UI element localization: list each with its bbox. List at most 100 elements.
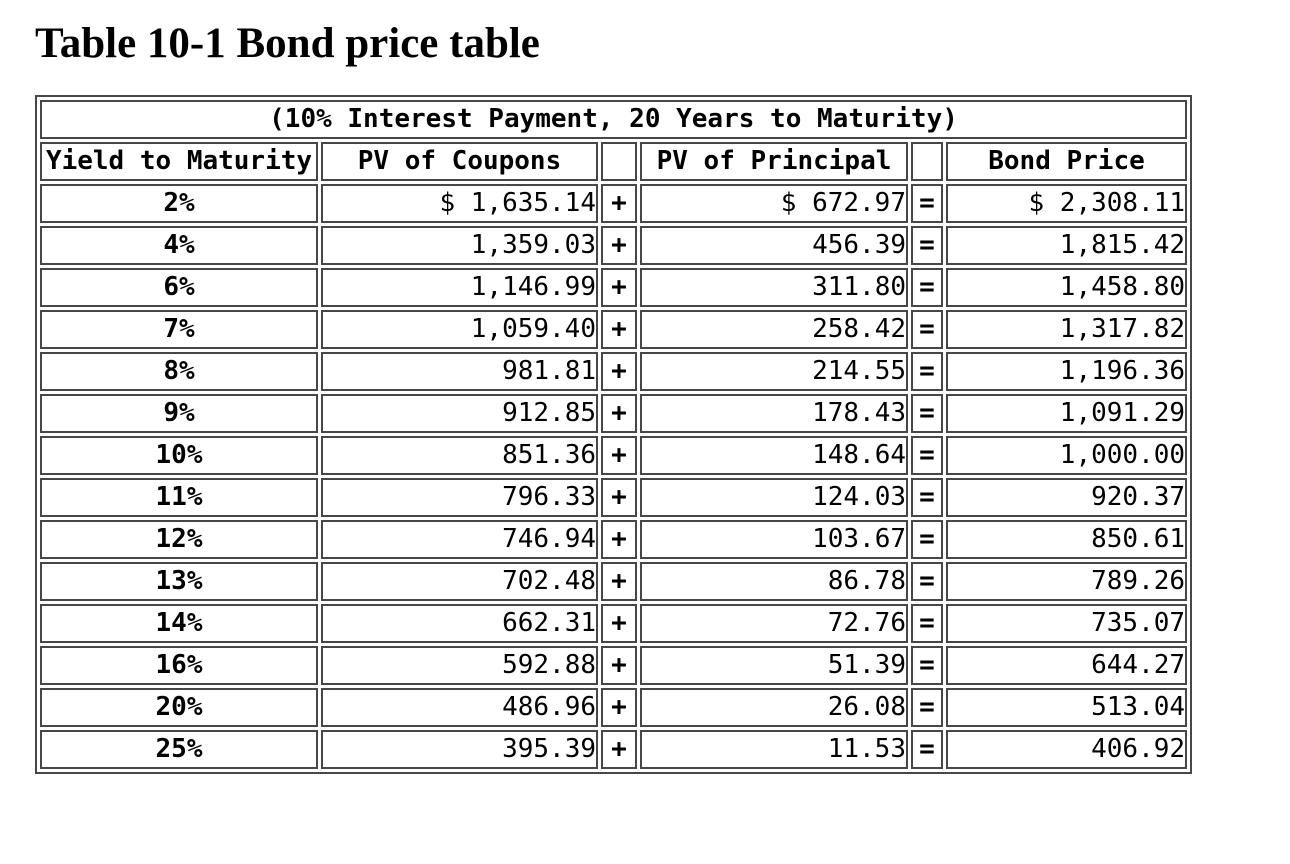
equals-operator: = (911, 478, 943, 518)
table-row: 6% 1,146.99 + 311.80 = 1,458.80 (40, 268, 1188, 308)
col-header-bond-price: Bond Price (946, 142, 1188, 182)
cell-bond-price: 406.92 (946, 730, 1188, 770)
equals-operator: = (911, 436, 943, 476)
cell-yield: 6% (40, 268, 318, 308)
plus-operator: + (601, 478, 637, 518)
cell-pv-principal: 86.78 (640, 562, 908, 602)
plus-operator: + (601, 394, 637, 434)
cell-pv-coupons: 1,146.99 (321, 268, 598, 308)
table-row: 4% 1,359.03 + 456.39 = 1,815.42 (40, 226, 1188, 266)
equals-operator: = (911, 688, 943, 728)
cell-pv-principal: 258.42 (640, 310, 908, 350)
table-caption: (10% Interest Payment, 20 Years to Matur… (40, 100, 1188, 140)
cell-pv-coupons: 981.81 (321, 352, 598, 392)
cell-yield: 16% (40, 646, 318, 686)
table-row: 7% 1,059.40 + 258.42 = 1,317.82 (40, 310, 1188, 350)
equals-operator: = (911, 226, 943, 266)
table-row: 20% 486.96 + 26.08 = 513.04 (40, 688, 1188, 728)
cell-pv-coupons: 486.96 (321, 688, 598, 728)
cell-pv-coupons: 851.36 (321, 436, 598, 476)
cell-bond-price: 1,091.29 (946, 394, 1188, 434)
cell-pv-coupons: 1,059.40 (321, 310, 598, 350)
spacer-cell (911, 142, 943, 182)
plus-operator: + (601, 688, 637, 728)
cell-pv-coupons: 592.88 (321, 646, 598, 686)
equals-operator: = (911, 268, 943, 308)
cell-yield: 7% (40, 310, 318, 350)
cell-pv-coupons: 912.85 (321, 394, 598, 434)
equals-operator: = (911, 730, 943, 770)
cell-pv-principal: 72.76 (640, 604, 908, 644)
plus-operator: + (601, 520, 637, 560)
cell-yield: 2% (40, 184, 318, 224)
cell-pv-principal: 456.39 (640, 226, 908, 266)
cell-pv-coupons: 796.33 (321, 478, 598, 518)
cell-yield: 12% (40, 520, 318, 560)
cell-yield: 14% (40, 604, 318, 644)
cell-bond-price: 920.37 (946, 478, 1188, 518)
cell-bond-price: 513.04 (946, 688, 1188, 728)
table-row: 14% 662.31 + 72.76 = 735.07 (40, 604, 1188, 644)
col-header-pv-of-principal: PV of Principal (640, 142, 908, 182)
equals-operator: = (911, 310, 943, 350)
plus-operator: + (601, 730, 637, 770)
table-row: 11% 796.33 + 124.03 = 920.37 (40, 478, 1188, 518)
table-row: 10% 851.36 + 148.64 = 1,000.00 (40, 436, 1188, 476)
cell-bond-price: 735.07 (946, 604, 1188, 644)
cell-pv-principal: 311.80 (640, 268, 908, 308)
plus-operator: + (601, 646, 637, 686)
cell-bond-price: 1,196.36 (946, 352, 1188, 392)
cell-pv-coupons: $ 1,635.14 (321, 184, 598, 224)
caption-row: (10% Interest Payment, 20 Years to Matur… (40, 100, 1188, 140)
cell-pv-coupons: 662.31 (321, 604, 598, 644)
table-row: 13% 702.48 + 86.78 = 789.26 (40, 562, 1188, 602)
equals-operator: = (911, 352, 943, 392)
header-row: Yield to Maturity PV of Coupons PV of Pr… (40, 142, 1188, 182)
cell-bond-price: $ 2,308.11 (946, 184, 1188, 224)
plus-operator: + (601, 562, 637, 602)
cell-pv-principal: 11.53 (640, 730, 908, 770)
cell-pv-principal: 148.64 (640, 436, 908, 476)
equals-operator: = (911, 184, 943, 224)
cell-pv-coupons: 746.94 (321, 520, 598, 560)
cell-yield: 10% (40, 436, 318, 476)
cell-pv-principal: 178.43 (640, 394, 908, 434)
cell-pv-coupons: 395.39 (321, 730, 598, 770)
cell-yield: 20% (40, 688, 318, 728)
table-row: 2% $ 1,635.14 + $ 672.97 = $ 2,308.11 (40, 184, 1188, 224)
cell-yield: 9% (40, 394, 318, 434)
cell-pv-principal: 26.08 (640, 688, 908, 728)
cell-bond-price: 1,458.80 (946, 268, 1188, 308)
table-row: 16% 592.88 + 51.39 = 644.27 (40, 646, 1188, 686)
table-row: 12% 746.94 + 103.67 = 850.61 (40, 520, 1188, 560)
col-header-pv-of-coupons: PV of Coupons (321, 142, 598, 182)
cell-yield: 11% (40, 478, 318, 518)
equals-operator: = (911, 520, 943, 560)
table-row: 8% 981.81 + 214.55 = 1,196.36 (40, 352, 1188, 392)
cell-pv-principal: 124.03 (640, 478, 908, 518)
cell-bond-price: 789.26 (946, 562, 1188, 602)
equals-operator: = (911, 604, 943, 644)
plus-operator: + (601, 604, 637, 644)
cell-yield: 8% (40, 352, 318, 392)
cell-bond-price: 850.61 (946, 520, 1188, 560)
table-row: 25% 395.39 + 11.53 = 406.92 (40, 730, 1188, 770)
cell-pv-principal: 214.55 (640, 352, 908, 392)
spacer-cell (601, 142, 637, 182)
bond-price-table: (10% Interest Payment, 20 Years to Matur… (35, 95, 1193, 775)
cell-bond-price: 644.27 (946, 646, 1188, 686)
cell-pv-principal: 51.39 (640, 646, 908, 686)
equals-operator: = (911, 562, 943, 602)
plus-operator: + (601, 310, 637, 350)
equals-operator: = (911, 646, 943, 686)
plus-operator: + (601, 226, 637, 266)
cell-pv-coupons: 1,359.03 (321, 226, 598, 266)
cell-pv-principal: 103.67 (640, 520, 908, 560)
cell-bond-price: 1,000.00 (946, 436, 1188, 476)
cell-yield: 4% (40, 226, 318, 266)
cell-pv-principal: $ 672.97 (640, 184, 908, 224)
plus-operator: + (601, 184, 637, 224)
table-row: 9% 912.85 + 178.43 = 1,091.29 (40, 394, 1188, 434)
cell-yield: 25% (40, 730, 318, 770)
plus-operator: + (601, 268, 637, 308)
